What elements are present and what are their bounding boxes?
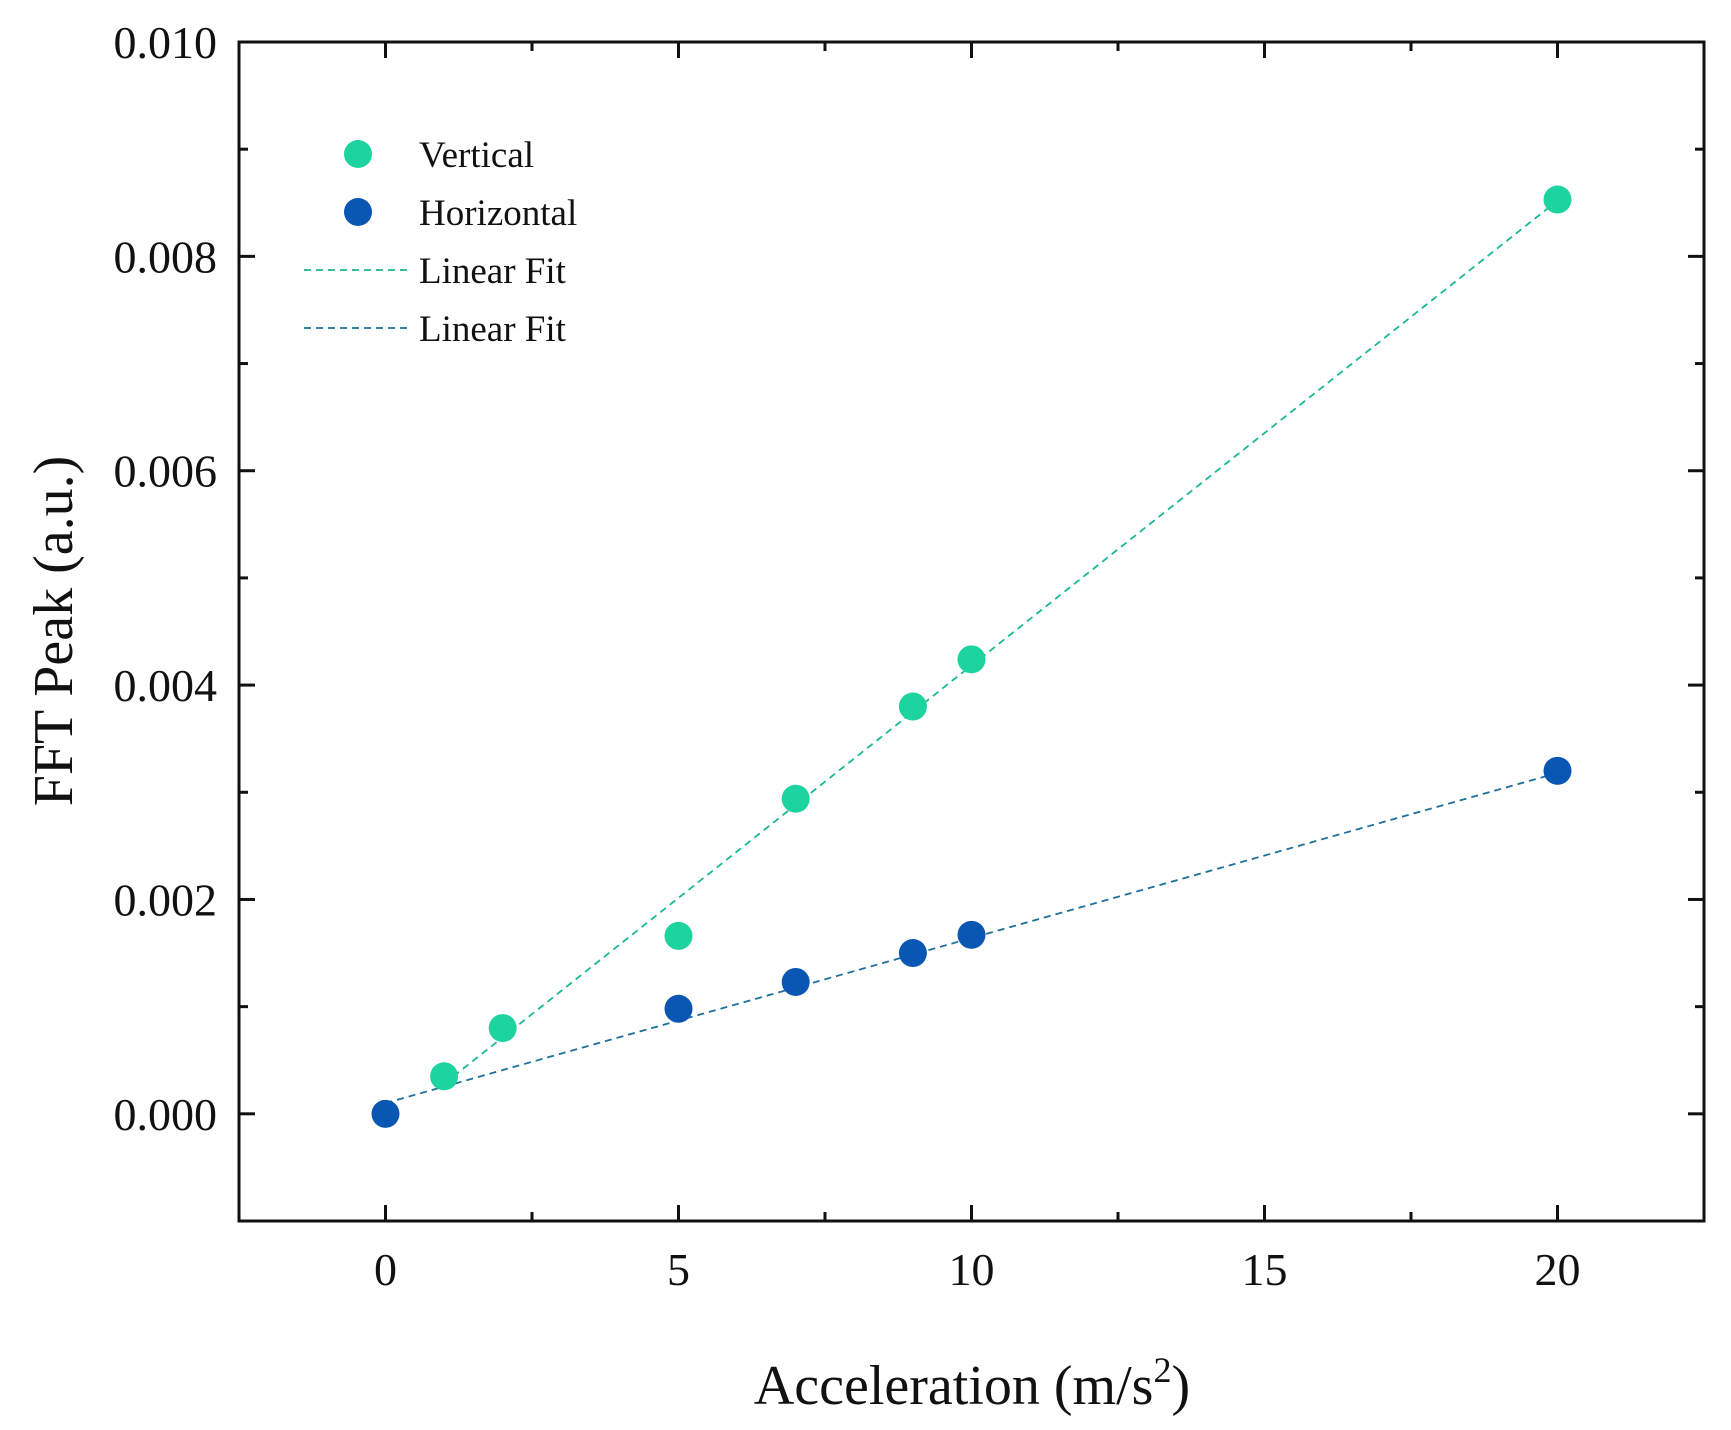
data-point-horizontal <box>1543 756 1572 785</box>
data-point-horizontal <box>898 939 927 968</box>
fit-lines <box>385 199 1559 1104</box>
data-point-vertical <box>957 645 986 674</box>
data-point-vertical <box>1543 185 1572 214</box>
x-tick-label: 15 <box>1242 1244 1288 1295</box>
legend-label-fit-horizontal: Linear Fit <box>419 309 567 350</box>
legend-marker-horizontal <box>344 198 372 226</box>
data-point-horizontal <box>664 994 693 1023</box>
data-point-vertical <box>781 784 810 813</box>
data-point-vertical <box>430 1062 459 1091</box>
fit-line-horizontal <box>385 772 1558 1104</box>
axis-ticks <box>239 40 1704 1221</box>
fit-line-vertical <box>443 199 1559 1085</box>
y-tick-label: 0.006 <box>114 446 218 497</box>
data-point-horizontal <box>371 1099 400 1128</box>
y-tick-label: 0.004 <box>114 660 218 711</box>
y-tick-label: 0.000 <box>114 1089 218 1140</box>
data-point-vertical <box>488 1014 517 1043</box>
y-axis-title: FFT Peak (a.u.) <box>23 456 85 807</box>
y-tick-label: 0.002 <box>114 874 218 925</box>
y-tick-label: 0.010 <box>114 17 218 68</box>
legend: Vertical Horizontal Linear Fit Linear Fi… <box>304 135 577 350</box>
data-point-horizontal <box>957 920 986 949</box>
legend-label-vertical: Vertical <box>419 135 534 176</box>
legend-label-horizontal: Horizontal <box>419 193 577 234</box>
x-tick-label: 5 <box>667 1244 690 1295</box>
x-tick-label: 10 <box>949 1244 995 1295</box>
x-tick-label: 20 <box>1535 1244 1581 1295</box>
legend-label-fit-vertical: Linear Fit <box>419 251 567 292</box>
x-tick-label: 0 <box>374 1244 397 1295</box>
legend-marker-vertical <box>344 140 372 168</box>
data-point-horizontal <box>781 967 810 996</box>
axis-tick-labels: 0 5 10 15 20 0.000 0.002 0.004 0.006 0.008 0.010 <box>114 17 1581 1295</box>
y-tick-label: 0.008 <box>114 231 218 282</box>
x-axis-title-superscript: 2 <box>1153 1350 1171 1390</box>
data-point-vertical <box>898 692 927 721</box>
data-points <box>371 185 1572 1128</box>
x-axis-title: Acceleration (m/s2) <box>754 1350 1190 1417</box>
data-point-vertical <box>664 921 693 950</box>
